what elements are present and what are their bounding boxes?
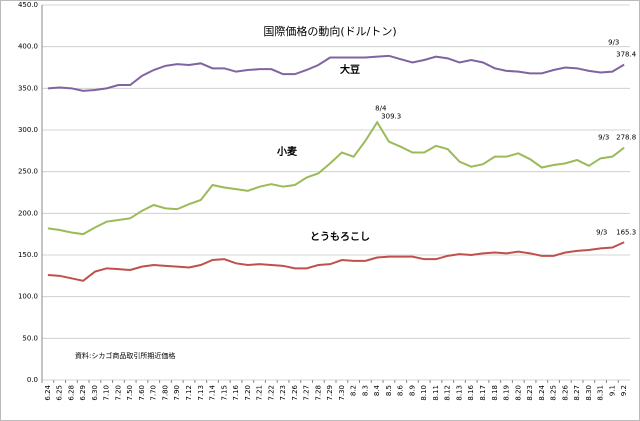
x-tick-label: 7.50: [126, 385, 134, 401]
x-tick-label: 8.19: [503, 385, 511, 401]
x-tick-label: 6.29: [79, 385, 87, 401]
x-tick-label: 7.90: [173, 385, 181, 401]
x-tick-label: 7.29: [326, 385, 334, 401]
annotation: 9/3: [598, 134, 609, 142]
x-tick-label: 7.80: [161, 385, 169, 401]
x-tick-label: 8.18: [491, 385, 499, 401]
x-tick-label: 7.12: [185, 385, 193, 401]
y-tick-label: 450.0: [18, 1, 38, 9]
x-tick-label: 6.28: [67, 385, 75, 401]
y-tick-label: 100.0: [18, 293, 38, 301]
x-tick-label: 8.9: [408, 385, 416, 396]
source-note: 資料:シカゴ商品取引所期近価格: [75, 351, 175, 360]
x-tick-label: 8.10: [420, 385, 428, 401]
x-tick-label: 7.20: [244, 385, 252, 401]
x-tick-label: 8.2: [350, 385, 358, 396]
x-tick-label: 7.60: [138, 385, 146, 401]
x-tick-label: 7.27: [303, 385, 311, 401]
series-label: 大豆: [340, 63, 360, 76]
x-tick-label: 7.21: [256, 385, 264, 401]
chart-title: 国際価格の動向(ドル/トン): [263, 24, 396, 38]
x-tick-label: 6.24: [44, 384, 52, 400]
annotation: 9/3: [596, 228, 607, 236]
y-tick-label: 300.0: [18, 126, 38, 134]
x-tick-label: 7.70: [150, 385, 158, 401]
data-label: 309.3: [381, 112, 401, 120]
x-tick-label: 7.30: [338, 385, 346, 401]
x-tick-label: 7.28: [314, 385, 322, 401]
x-tick-label: 8.5: [385, 385, 393, 396]
x-tick-label: 7.15: [220, 385, 228, 401]
x-tick-label: 7.20: [114, 385, 122, 401]
x-tick-label: 8.31: [597, 385, 605, 401]
x-tick-label: 8.23: [526, 385, 534, 401]
x-tick-label: 7.26: [291, 384, 299, 400]
x-tick-label: 8.24: [538, 384, 546, 400]
y-tick-label: 250.0: [18, 168, 38, 176]
x-tick-label: 8.16: [467, 384, 475, 400]
x-tick-label: 8.25: [550, 385, 558, 401]
x-tick-label: 9.2: [620, 385, 628, 396]
annotation: 8/4: [375, 104, 387, 112]
data-label: 278.8: [616, 134, 636, 142]
y-tick-label: 150.0: [18, 251, 38, 259]
x-tick-label: 6.30: [91, 385, 99, 401]
y-tick-label: 350.0: [18, 84, 38, 92]
series-label: 小麦: [276, 145, 298, 158]
x-tick-label: 8.4: [373, 384, 381, 396]
series-label: とうもろこし: [310, 231, 370, 243]
x-tick-label: 7.10: [103, 385, 111, 401]
series-line: [47, 120, 625, 236]
x-tick-label: 7.22: [267, 385, 275, 401]
series-line: [47, 54, 625, 92]
x-tick-label: 8.11: [432, 385, 440, 401]
x-tick-label: 8.17: [479, 385, 487, 401]
x-tick-label: 8.20: [514, 385, 522, 401]
x-tick-label: 8.13: [455, 385, 463, 401]
x-tick-label: 8.26: [561, 384, 569, 400]
x-tick-label: 8.30: [585, 385, 593, 401]
x-tick-label: 7.14: [209, 384, 217, 400]
x-tick-label: 7.23: [279, 385, 287, 401]
y-tick-label: 50.0: [22, 334, 38, 342]
x-tick-label: 8.12: [444, 385, 452, 401]
x-tick-label: 8.3: [361, 385, 369, 396]
x-tick-label: 8.27: [573, 385, 581, 401]
x-tick-label: 7.13: [197, 385, 205, 401]
y-tick-label: 400.0: [18, 43, 38, 51]
x-tick-label: 7.16: [232, 384, 240, 400]
series-line: [47, 241, 625, 282]
x-tick-label: 9.1: [608, 385, 616, 396]
x-tick-label: 6.25: [56, 385, 64, 401]
data-label: 378.4: [616, 51, 637, 59]
y-tick-label: 0.0: [27, 376, 38, 384]
y-tick-label: 200.0: [18, 209, 38, 217]
data-label: 165.3: [616, 228, 636, 236]
x-tick-label: 8.6: [397, 384, 405, 396]
annotation: 9/3: [608, 39, 619, 47]
